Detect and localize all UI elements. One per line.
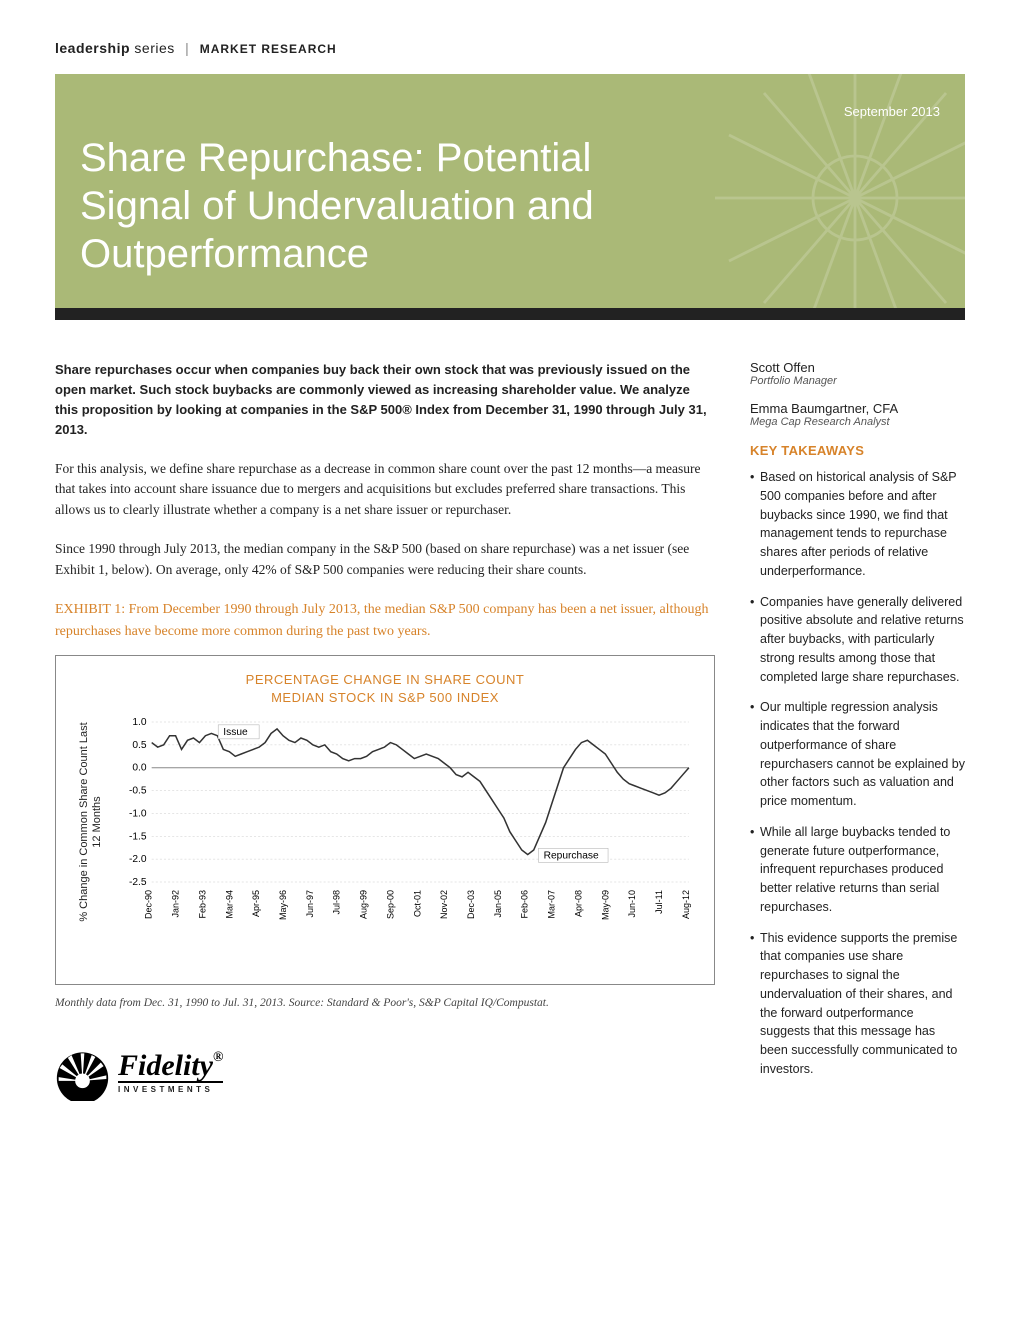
logo-text: Fidelity® INVESTMENTS [118, 1052, 223, 1094]
svg-text:-2.5: -2.5 [129, 877, 147, 888]
chart-container: PERCENTAGE CHANGE IN SHARE COUNT MEDIAN … [55, 655, 715, 985]
banner-sunburst-art [715, 74, 965, 320]
svg-text:Mar-07: Mar-07 [546, 890, 556, 918]
svg-text:Feb-06: Feb-06 [520, 890, 530, 918]
author-block-1: Scott Offen Portfolio Manager [750, 360, 965, 387]
svg-text:Jan-92: Jan-92 [170, 890, 180, 917]
main-column: Share repurchases occur when companies b… [55, 360, 715, 1101]
y-axis-label: % Change in Common Share Count Last 12 M… [78, 722, 104, 922]
series-bold: leadership [55, 40, 130, 56]
svg-text:0.0: 0.0 [132, 763, 147, 774]
chart-title: PERCENTAGE CHANGE IN SHARE COUNT MEDIAN … [76, 671, 694, 707]
takeaway-item: Companies have generally delivered posit… [750, 593, 965, 687]
svg-text:Jun-97: Jun-97 [305, 890, 315, 917]
svg-text:Oct-01: Oct-01 [412, 890, 422, 917]
svg-text:Jun-10: Jun-10 [627, 890, 637, 917]
svg-text:Dec-03: Dec-03 [466, 890, 476, 919]
header-divider: | [185, 40, 189, 56]
svg-text:Dec-90: Dec-90 [144, 890, 154, 919]
body-paragraph-2: Since 1990 through July 2013, the median… [55, 539, 715, 581]
series-category: MARKET RESEARCH [200, 42, 337, 56]
logo-sunburst-icon [55, 1046, 110, 1101]
svg-text:Sep-00: Sep-00 [385, 890, 395, 919]
svg-text:Mar-94: Mar-94 [224, 890, 234, 918]
intro-paragraph: Share repurchases occur when companies b… [55, 360, 715, 441]
svg-text:May-96: May-96 [278, 890, 288, 920]
author-name-1: Scott Offen [750, 360, 965, 375]
svg-text:Aug-99: Aug-99 [358, 890, 368, 919]
chart-plot-area: % Change in Common Share Count Last 12 M… [121, 717, 694, 927]
chart-title-line2: MEDIAN STOCK IN S&P 500 INDEX [271, 690, 499, 705]
svg-text:Apr-08: Apr-08 [573, 890, 583, 917]
chart-source-note: Monthly data from Dec. 31, 1990 to Jul. … [55, 995, 715, 1011]
takeaway-item: Our multiple regression analysis indicat… [750, 698, 965, 811]
svg-text:Jul-98: Jul-98 [332, 890, 342, 914]
svg-text:Apr-95: Apr-95 [251, 890, 261, 917]
takeaway-item: While all large buybacks tended to gener… [750, 823, 965, 917]
svg-text:May-09: May-09 [600, 890, 610, 920]
svg-text:Feb-93: Feb-93 [197, 890, 207, 918]
title-banner: September 2013 Share Repurchase: Potenti… [55, 74, 965, 320]
takeaways-heading: KEY TAKEAWAYS [750, 443, 965, 458]
author-title-1: Portfolio Manager [750, 375, 965, 387]
svg-text:0.5: 0.5 [132, 740, 147, 751]
exhibit-caption: EXHIBIT 1: From December 1990 through Ju… [55, 599, 715, 642]
author-title-2: Mega Cap Research Analyst [750, 416, 965, 428]
logo-main-text: Fidelity® [118, 1052, 223, 1079]
takeaway-item: Based on historical analysis of S&P 500 … [750, 468, 965, 581]
body-paragraph-1: For this analysis, we define share repur… [55, 459, 715, 522]
brand-logo: Fidelity® INVESTMENTS [55, 1046, 715, 1101]
banner-title: Share Repurchase: Potential Signal of Un… [80, 134, 700, 278]
svg-text:Jan-05: Jan-05 [493, 890, 503, 917]
takeaway-item: This evidence supports the premise that … [750, 929, 965, 1079]
content-columns: Share repurchases occur when companies b… [55, 360, 965, 1101]
series-header: leadership series | MARKET RESEARCH [55, 40, 965, 56]
author-block-2: Emma Baumgartner, CFA Mega Cap Research … [750, 401, 965, 428]
takeaways-list: Based on historical analysis of S&P 500 … [750, 468, 965, 1079]
svg-text:Issue: Issue [223, 727, 248, 738]
svg-text:-1.5: -1.5 [129, 831, 147, 842]
author-name-2: Emma Baumgartner, CFA [750, 401, 965, 416]
svg-text:-0.5: -0.5 [129, 786, 147, 797]
svg-text:Jul-11: Jul-11 [654, 890, 664, 914]
logo-sub-text: INVESTMENTS [118, 1081, 223, 1094]
svg-text:1.0: 1.0 [132, 717, 147, 728]
svg-text:Aug-12: Aug-12 [681, 890, 691, 919]
chart-title-line1: PERCENTAGE CHANGE IN SHARE COUNT [246, 672, 525, 687]
chart-svg: 1.0 0.5 0.0 -0.5 -1.0 -1.5 -2.0 -2.5 Dec-90 Jan-9… [121, 717, 694, 927]
svg-text:Repurchase: Repurchase [544, 850, 600, 861]
svg-text:-2.0: -2.0 [129, 854, 147, 865]
svg-text:Nov-02: Nov-02 [439, 890, 449, 919]
svg-text:-1.0: -1.0 [129, 808, 147, 819]
sidebar-column: Scott Offen Portfolio Manager Emma Baumg… [750, 360, 965, 1101]
series-light: series [134, 40, 174, 56]
